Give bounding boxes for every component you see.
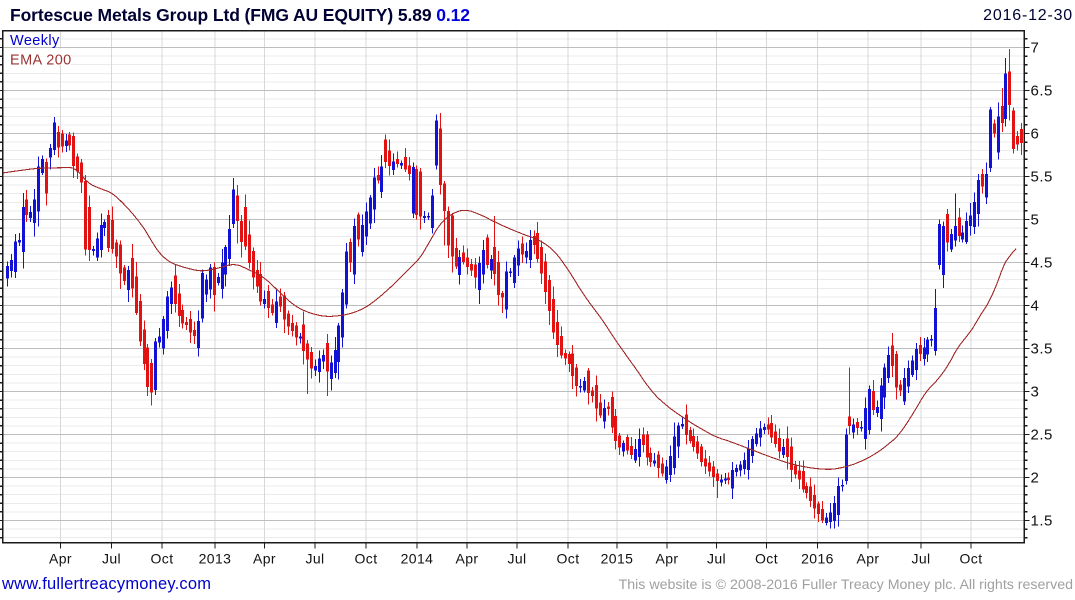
svg-text:4.5: 4.5 — [1031, 255, 1053, 272]
svg-text:1.5: 1.5 — [1031, 513, 1053, 530]
svg-text:Apr: Apr — [857, 551, 880, 567]
svg-text:2: 2 — [1031, 470, 1040, 487]
svg-text:Oct: Oct — [151, 551, 174, 567]
svg-text:5: 5 — [1031, 212, 1040, 229]
svg-text:Jul: Jul — [305, 551, 324, 567]
svg-text:2014: 2014 — [401, 551, 434, 567]
svg-text:5.5: 5.5 — [1031, 169, 1053, 186]
svg-text:Jul: Jul — [102, 551, 121, 567]
svg-text:6.5: 6.5 — [1031, 83, 1053, 100]
svg-text:Apr: Apr — [253, 551, 276, 567]
svg-text:6: 6 — [1031, 126, 1040, 143]
svg-text:4: 4 — [1031, 298, 1040, 315]
svg-text:Oct: Oct — [355, 551, 378, 567]
svg-text:Apr: Apr — [656, 551, 679, 567]
svg-text:Jul: Jul — [707, 551, 726, 567]
svg-text:Oct: Oct — [755, 551, 778, 567]
svg-text:7: 7 — [1031, 40, 1040, 57]
svg-text:3.5: 3.5 — [1031, 341, 1053, 358]
svg-text:Jul: Jul — [507, 551, 526, 567]
svg-text:Weekly: Weekly — [10, 33, 60, 49]
svg-text:2.5: 2.5 — [1031, 427, 1053, 444]
svg-text:Apr: Apr — [49, 551, 72, 567]
svg-text:2016: 2016 — [801, 551, 834, 567]
svg-text:Oct: Oct — [960, 551, 983, 567]
svg-text:2013: 2013 — [199, 551, 232, 567]
svg-text:3: 3 — [1031, 384, 1040, 401]
svg-text:EMA 200: EMA 200 — [10, 53, 72, 69]
svg-text:Jul: Jul — [911, 551, 930, 567]
svg-text:Oct: Oct — [557, 551, 580, 567]
svg-text:Apr: Apr — [456, 551, 479, 567]
svg-text:2015: 2015 — [601, 551, 634, 567]
